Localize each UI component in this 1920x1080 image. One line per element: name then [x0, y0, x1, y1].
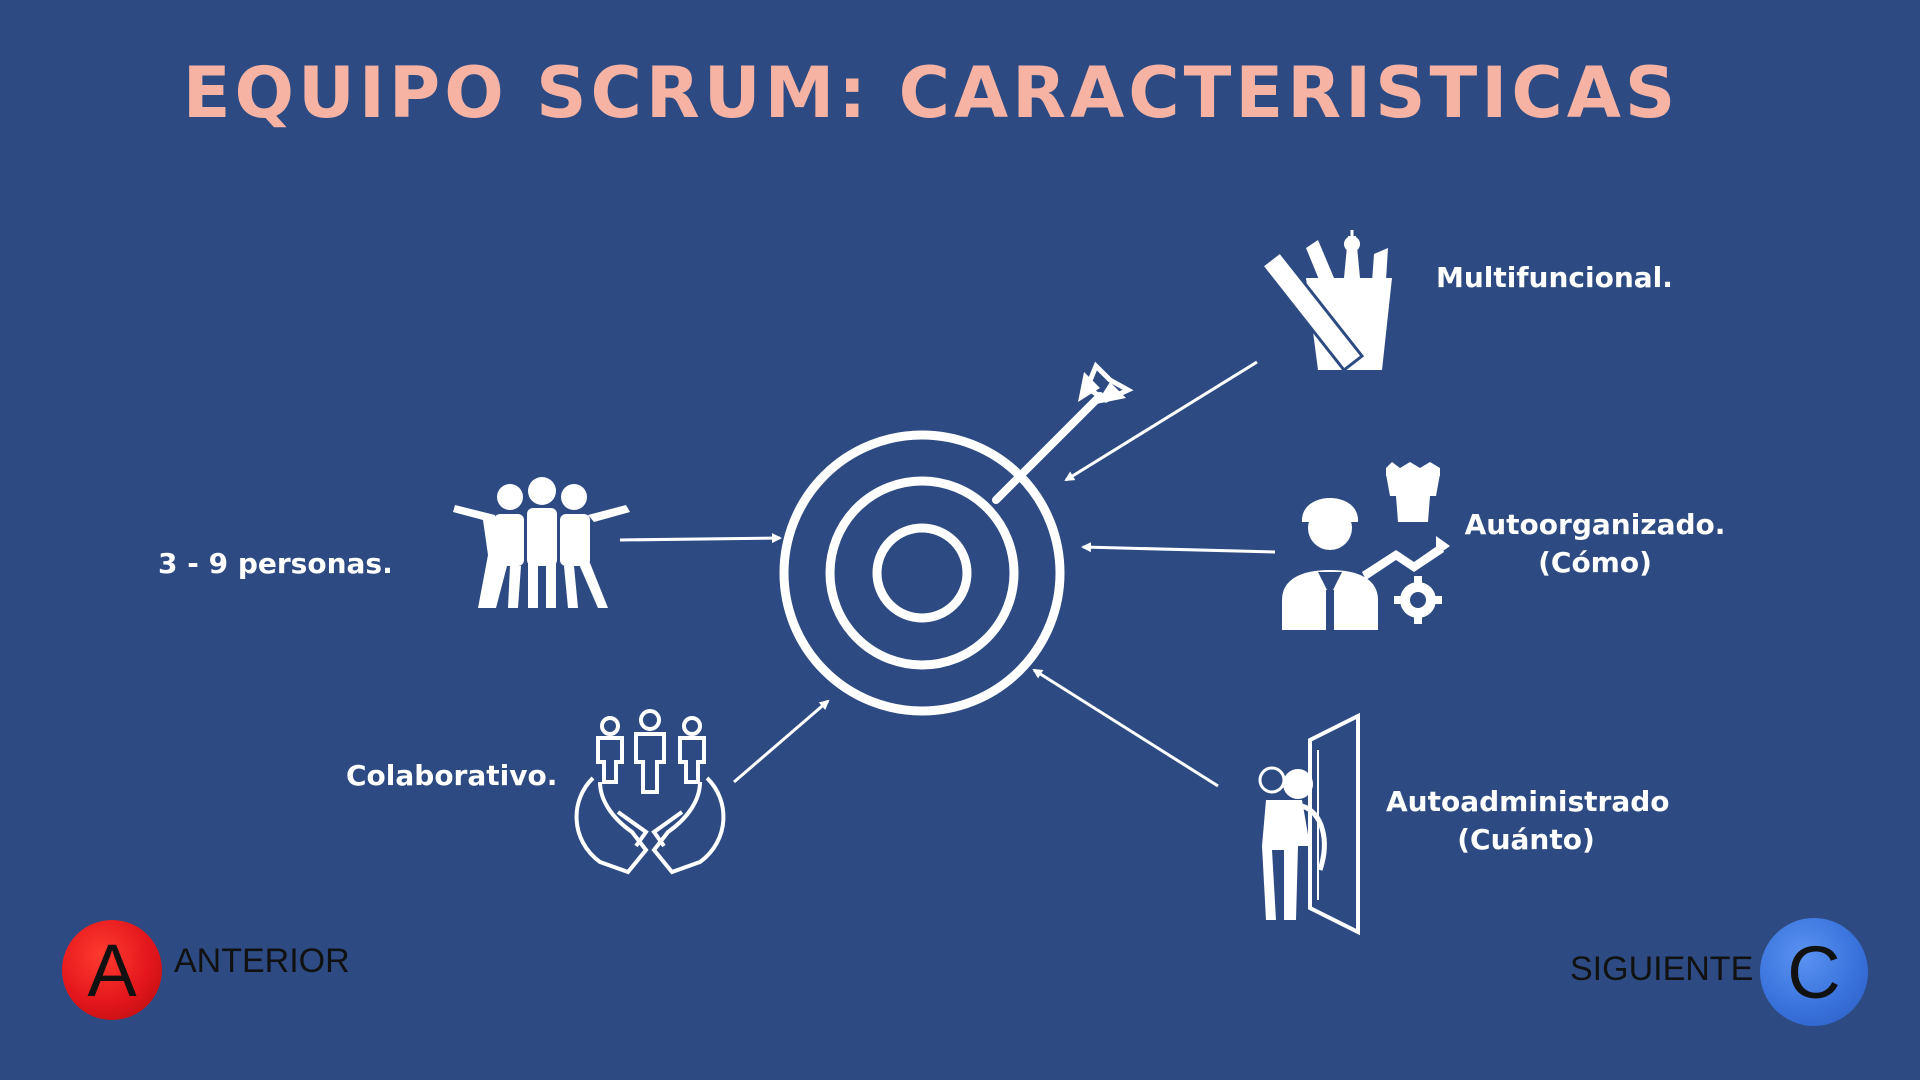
arrow-from-cross-functional — [1064, 360, 1258, 482]
self-managed-line2: (Cuánto) — [1457, 823, 1595, 856]
size-label: 3 - 9 personas. — [158, 547, 393, 580]
collaborative-label: Colaborativo. — [346, 759, 558, 792]
slide-title: EQUIPO SCRUM: CARACTERISTICAS — [182, 52, 1680, 134]
tools-cup-icon — [1259, 230, 1392, 373]
arrows — [619, 360, 1276, 788]
target-arrow-icon — [779, 361, 1134, 716]
previous-button[interactable]: A ANTERIOR — [62, 920, 352, 1022]
next-label[interactable]: SIGUIENTE — [1570, 950, 1754, 988]
hands-holding-people-icon — [574, 709, 726, 875]
team-hugging-icon — [453, 477, 630, 608]
self-managed-label: Autoadministrado (Cuánto) — [1386, 783, 1670, 859]
cross-functional-label: Multifuncional. — [1436, 261, 1673, 294]
self-organized-line1: Autoorganizado. — [1464, 508, 1726, 541]
arrow-from-collaborative — [733, 699, 830, 784]
self-organized-label: Autoorganizado. (Cómo) — [1460, 506, 1730, 582]
arrow-from-self-organized — [1081, 542, 1276, 554]
self-hug-mirror-icon — [1258, 712, 1360, 936]
manager-gear-fist-icon — [1282, 462, 1450, 630]
previous-circle-icon[interactable]: A — [62, 920, 162, 1020]
self-managed-line1: Autoadministrado — [1386, 785, 1670, 818]
self-organized-line2: (Cómo) — [1538, 546, 1652, 579]
next-button[interactable]: SIGUIENTE C — [1568, 918, 1868, 1028]
previous-label[interactable]: ANTERIOR — [174, 942, 350, 980]
next-circle-icon[interactable]: C — [1760, 918, 1868, 1026]
arrow-from-size — [619, 533, 782, 544]
arrow-from-self-managed — [1032, 668, 1219, 788]
